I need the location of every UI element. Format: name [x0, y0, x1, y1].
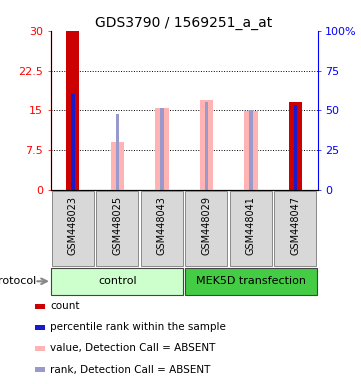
Bar	[35, 304, 45, 309]
Bar	[110, 142, 124, 190]
Title: GDS3790 / 1569251_a_at: GDS3790 / 1569251_a_at	[96, 16, 273, 30]
Bar	[230, 191, 272, 266]
Bar	[186, 191, 227, 266]
Text: control: control	[98, 276, 136, 286]
Bar	[205, 103, 208, 190]
Bar	[52, 191, 94, 266]
Bar	[96, 191, 138, 266]
Bar	[35, 325, 45, 330]
Bar	[116, 114, 119, 190]
Bar	[289, 103, 302, 190]
Bar	[293, 105, 297, 190]
Text: GSM448047: GSM448047	[290, 196, 300, 255]
Bar	[200, 100, 213, 190]
Bar	[35, 367, 45, 372]
Bar	[66, 31, 79, 190]
Text: MEK5D transfection: MEK5D transfection	[196, 276, 306, 286]
Text: count: count	[51, 301, 80, 311]
Bar	[160, 108, 164, 190]
Text: GSM448023: GSM448023	[68, 196, 78, 255]
Text: GSM448041: GSM448041	[246, 196, 256, 255]
Bar	[249, 111, 253, 190]
Bar	[155, 108, 169, 190]
Text: GSM448043: GSM448043	[157, 196, 167, 255]
Text: protocol: protocol	[0, 276, 36, 286]
Bar	[51, 268, 183, 295]
Text: value, Detection Call = ABSENT: value, Detection Call = ABSENT	[51, 343, 216, 354]
Bar	[141, 191, 183, 266]
Text: GSM448029: GSM448029	[201, 196, 212, 255]
Bar	[185, 268, 317, 295]
Text: rank, Detection Call = ABSENT: rank, Detection Call = ABSENT	[51, 364, 211, 375]
Text: percentile rank within the sample: percentile rank within the sample	[51, 322, 226, 333]
Bar	[244, 111, 258, 190]
Bar	[35, 346, 45, 351]
Text: GSM448025: GSM448025	[112, 196, 122, 255]
Bar	[71, 94, 75, 190]
Bar	[274, 191, 316, 266]
